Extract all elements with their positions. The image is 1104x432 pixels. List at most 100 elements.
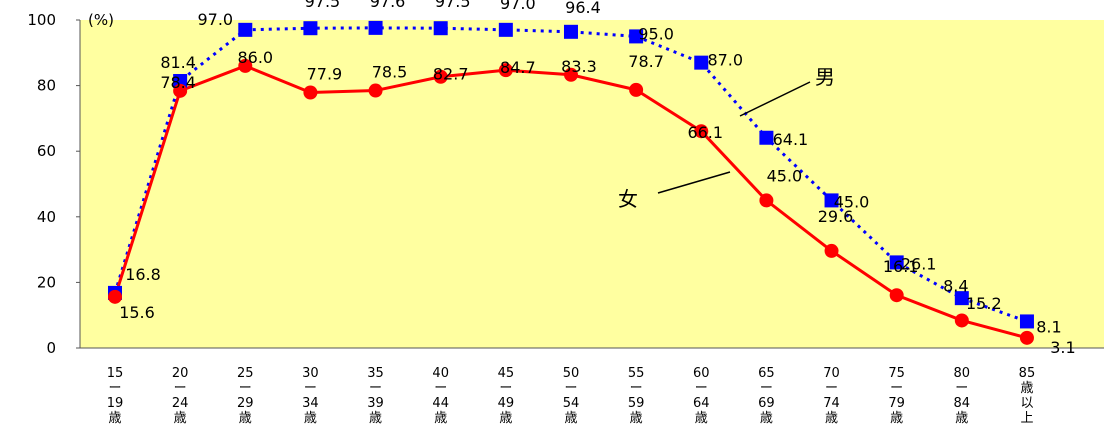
x-tick-label-line: 55 — [628, 366, 645, 381]
x-tick-label-line: 歳 — [174, 411, 187, 426]
male-point — [759, 130, 774, 145]
x-tick-label-line: 84 — [954, 396, 971, 411]
male-data-label: 81.4 — [160, 53, 196, 72]
x-tick-label-line: 39 — [367, 396, 384, 411]
male-data-label: 97.5 — [305, 0, 341, 11]
male-data-label: 45.0 — [834, 192, 870, 211]
female-point — [108, 289, 122, 304]
female-data-label: 45.0 — [767, 166, 803, 185]
x-tick-label-line: 30 — [302, 366, 319, 381]
male-point — [889, 255, 904, 270]
female-data-label: 78.7 — [628, 52, 664, 71]
x-tick-label-line: 19 — [107, 396, 124, 411]
x-tick-label-line: ー — [955, 381, 968, 396]
x-tick-label-line: 20 — [172, 366, 189, 381]
y-unit-label: (%) — [88, 11, 114, 29]
female-point — [889, 288, 904, 303]
x-tick-label-line: 60 — [693, 366, 710, 381]
y-tick-label: 100 — [27, 11, 56, 29]
x-tick-label-line: 歳 — [890, 411, 903, 426]
x-tick-label-line: 歳 — [955, 411, 968, 426]
female-data-label: 86.0 — [237, 48, 273, 67]
x-tick-label-line: 歳 — [825, 411, 838, 426]
x-tick-label-line: 40 — [432, 366, 449, 381]
x-tick-label-line: 歳 — [304, 411, 317, 426]
x-tick-label-line: ー — [695, 381, 708, 396]
x-tick-label-line: 歳 — [499, 411, 512, 426]
x-tick-label-line: 79 — [888, 396, 905, 411]
male-data-label: 8.1 — [1036, 317, 1061, 336]
x-tick-label-line: 44 — [432, 396, 449, 411]
male-point — [954, 291, 969, 306]
x-tick-label-line: ー — [499, 381, 512, 396]
male-data-label: 97.5 — [435, 0, 471, 11]
male-point — [824, 193, 839, 208]
female-point — [759, 193, 774, 208]
male-point — [563, 24, 578, 39]
female-data-label: 8.4 — [943, 276, 968, 295]
x-tick-label-line: 歳 — [760, 411, 773, 426]
y-tick-label: 20 — [37, 273, 56, 291]
male-data-label: 97.6 — [370, 0, 406, 11]
x-tick-label-line: 歳 — [695, 411, 708, 426]
plot-area — [80, 20, 1104, 348]
female-series-label: 女 — [618, 187, 638, 211]
female-data-label: 16.1 — [883, 257, 919, 276]
male-point — [1019, 314, 1034, 329]
x-tick-label-line: 29 — [237, 396, 254, 411]
female-data-label: 83.3 — [561, 57, 597, 76]
x-tick-label-line: 歳 — [434, 411, 447, 426]
female-data-label: 66.1 — [687, 123, 723, 142]
x-tick-label-line: 上 — [1020, 411, 1033, 426]
female-data-label: 78.4 — [160, 73, 196, 92]
male-data-label: 97.0 — [500, 0, 536, 13]
x-tick-label-line: 歳 — [369, 411, 382, 426]
x-tick-label-line: 45 — [498, 366, 515, 381]
male-callout-line — [739, 81, 811, 117]
x-tick-label-line: ー — [108, 381, 121, 396]
x-tick-label-line: 65 — [758, 366, 775, 381]
x-tick-label-line: 80 — [954, 366, 971, 381]
x-tick-label-line: 歳 — [1020, 381, 1033, 396]
male-point — [694, 55, 709, 70]
female-point — [694, 124, 709, 139]
x-tick-label-line: ー — [304, 381, 317, 396]
male-point — [173, 74, 188, 89]
male-point — [498, 22, 513, 37]
y-tick-label: 40 — [37, 208, 56, 226]
female-point — [629, 82, 644, 97]
x-tick-label-line: 49 — [498, 396, 515, 411]
x-tick-label-line: 歳 — [630, 411, 643, 426]
x-tick-label-line: ー — [174, 381, 187, 396]
x-tick-label-line: 70 — [823, 366, 840, 381]
x-tick-label-line: 59 — [628, 396, 645, 411]
female-point — [498, 63, 513, 78]
y-tick-label: 0 — [46, 339, 56, 357]
female-data-label: 78.5 — [372, 63, 408, 82]
female-point — [954, 313, 969, 328]
male-point — [433, 21, 448, 36]
female-data-label: 3.1 — [1050, 338, 1075, 357]
female-point — [563, 67, 578, 82]
female-point — [368, 83, 383, 98]
female-callout-line — [657, 171, 731, 194]
male-point — [303, 21, 318, 36]
x-tick-label-line: 54 — [563, 396, 580, 411]
x-tick-label-line: 50 — [563, 366, 580, 381]
x-tick-label-line: ー — [760, 381, 773, 396]
y-tick-label: 80 — [37, 77, 56, 95]
male-data-label: 87.0 — [707, 51, 743, 70]
female-data-label: 82.7 — [433, 65, 469, 84]
x-tick-label-line: 歳 — [108, 411, 121, 426]
